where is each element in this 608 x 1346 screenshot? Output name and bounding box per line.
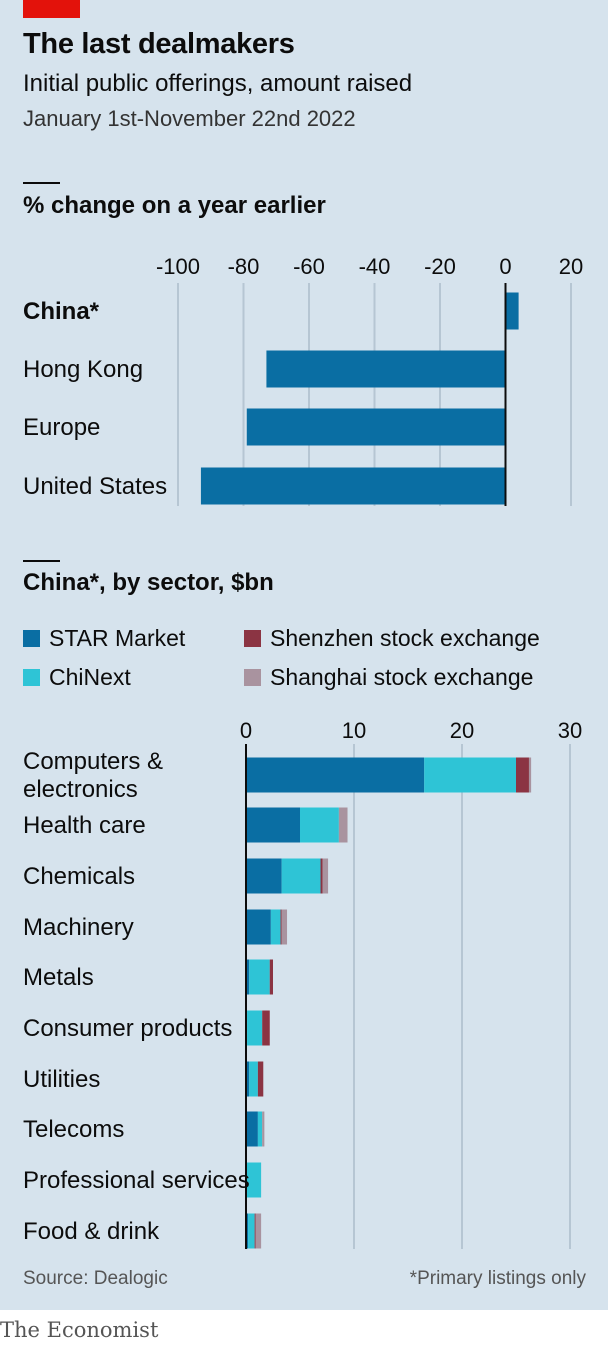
bar-segment-shanghai xyxy=(255,1213,262,1249)
bar-segment-chinext xyxy=(249,1061,258,1097)
legend-label-shanghai: Shanghai stock exchange xyxy=(270,664,534,690)
bar-segment-star xyxy=(246,959,250,995)
category-label: Telecoms xyxy=(23,1116,124,1143)
bar-segment-shanghai xyxy=(281,909,288,945)
bar-segment-chinext xyxy=(281,858,321,894)
chart-canvas: -100 -80 -60 -40 -20 0 20 China* Hong Kong Europe… xyxy=(23,254,583,1249)
category-label: Chemicals xyxy=(23,863,135,890)
bar-segment-chinext xyxy=(248,1213,255,1249)
legend-label-star: STAR Market xyxy=(49,625,186,651)
chart-panel xyxy=(0,0,608,1310)
category-label: Professional services xyxy=(23,1167,250,1194)
section-rule xyxy=(23,182,60,184)
x-tick-label: -40 xyxy=(359,254,391,279)
legend-swatch-shanghai xyxy=(244,669,261,686)
category-label: Europe xyxy=(23,414,100,441)
legend-label-chinext: ChiNext xyxy=(49,664,131,690)
bar-segment-shenzhen xyxy=(320,858,323,894)
x-tick-label: 20 xyxy=(450,718,474,743)
bar-segment-chinext xyxy=(257,1111,263,1147)
bar-segment-chinext xyxy=(300,807,339,843)
bar-segment-chinext xyxy=(247,1010,263,1046)
bar-segment-chinext xyxy=(270,909,281,945)
bar-segment-shenzhen xyxy=(280,909,282,945)
legend-swatch-shenzhen xyxy=(244,630,261,647)
bar xyxy=(505,292,519,330)
category-label: Metals xyxy=(23,964,94,991)
section-title-change: % change on a year earlier xyxy=(23,192,326,219)
bar-segment-chinext xyxy=(424,757,516,793)
x-tick-label: 20 xyxy=(559,254,583,279)
bar-segment-star xyxy=(246,1213,249,1249)
category-label: Consumer products xyxy=(23,1015,232,1042)
category-label: United States xyxy=(23,473,167,500)
x-tick-label: -80 xyxy=(228,254,260,279)
category-label: Utilities xyxy=(23,1066,100,1093)
x-tick-label: 30 xyxy=(558,718,582,743)
legend-swatch-star xyxy=(23,630,40,647)
bar-segment-shanghai xyxy=(262,1111,265,1147)
bar-segment-shanghai xyxy=(528,757,532,793)
category-label: Computers & electronics xyxy=(23,748,163,803)
source-note: Source: Dealogic xyxy=(23,1268,168,1289)
bar-segment-star xyxy=(246,1111,258,1147)
section-title-sector: China*, by sector, $bn xyxy=(23,569,274,596)
bar-segment-chinext xyxy=(249,959,270,995)
bar-segment-shenzhen xyxy=(516,757,529,793)
section-rule xyxy=(23,560,60,562)
bar-segment-chinext xyxy=(246,1162,262,1198)
date-range: January 1st-November 22nd 2022 xyxy=(23,106,356,131)
category-label: Food & drink xyxy=(23,1218,160,1245)
bar xyxy=(246,408,506,446)
x-tick-label: 10 xyxy=(342,718,366,743)
x-tick-label: 0 xyxy=(240,718,252,743)
bar-segment-shenzhen xyxy=(254,1213,256,1249)
bar-segment-shanghai xyxy=(338,807,348,843)
economist-logo-text: The Economist xyxy=(0,1318,159,1342)
bar xyxy=(266,350,506,388)
legend-label-shenzhen: Shenzhen stock exchange xyxy=(270,625,540,651)
bar-segment-shenzhen xyxy=(269,959,273,995)
legend-swatch-chinext xyxy=(23,669,40,686)
x-tick-label: -60 xyxy=(293,254,325,279)
x-tick-label: 0 xyxy=(499,254,511,279)
chart-subtitle: Initial public offerings, amount raised xyxy=(23,70,413,97)
footnote: *Primary listings only xyxy=(409,1268,586,1289)
bar-segment-star xyxy=(246,807,300,843)
bar-segment-shanghai xyxy=(322,858,329,894)
category-label: Machinery xyxy=(23,914,134,941)
x-tick-label: -20 xyxy=(424,254,456,279)
bar-segment-star xyxy=(246,757,425,793)
chart-title: The last dealmakers xyxy=(23,28,295,60)
x-tick-label: -100 xyxy=(156,254,200,279)
bar-segment-star xyxy=(246,858,282,894)
bar xyxy=(200,467,506,505)
bar-segment-star xyxy=(246,1061,250,1097)
bar-segment-shenzhen xyxy=(257,1061,264,1097)
bar-segment-star xyxy=(246,909,271,945)
brand-red-tag xyxy=(23,0,80,18)
category-label: Health care xyxy=(23,812,146,839)
bar-segment-shenzhen xyxy=(262,1010,270,1046)
category-label: China* xyxy=(23,298,100,325)
category-label: Hong Kong xyxy=(23,356,143,383)
